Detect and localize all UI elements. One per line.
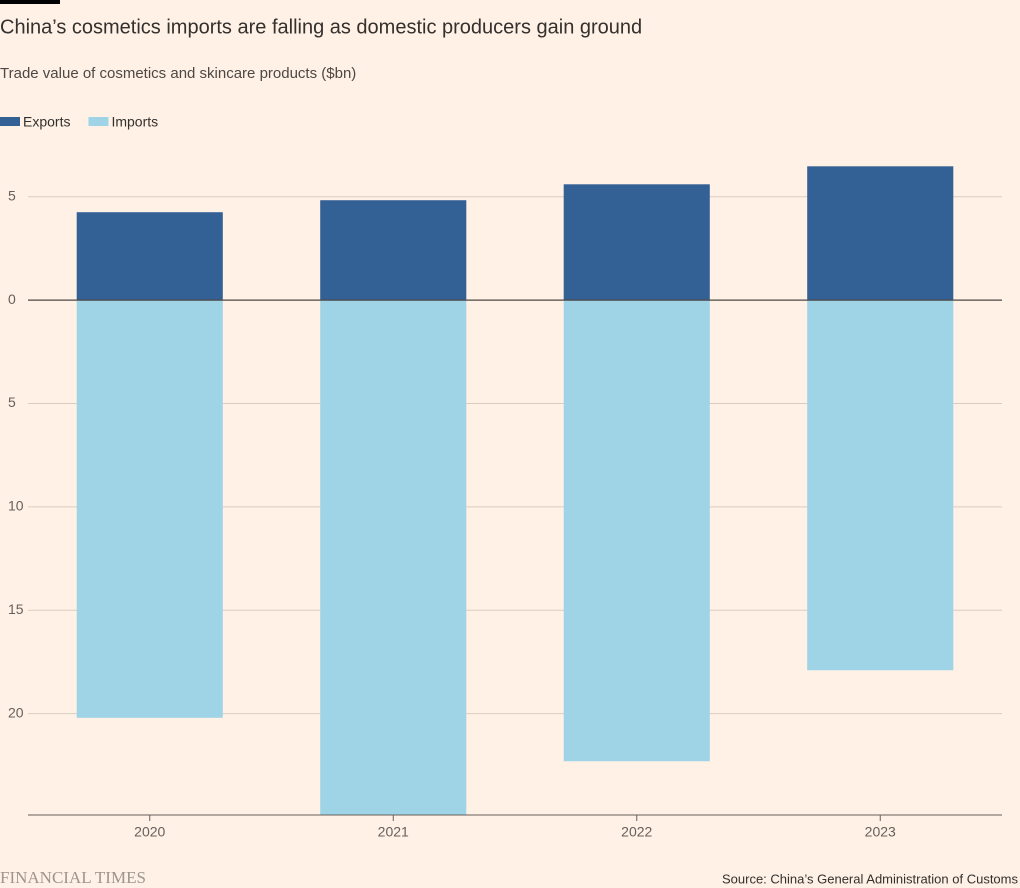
- brand: FINANCIAL TIMES: [0, 868, 146, 887]
- y-tick-label: 5: [8, 394, 16, 410]
- x-tick-label: 2020: [134, 824, 165, 840]
- bar: [563, 184, 710, 301]
- brand-bar: [0, 0, 60, 4]
- x-tick-label: 2022: [621, 824, 652, 840]
- legend-swatch: [88, 117, 109, 126]
- y-tick-label: 15: [8, 601, 24, 617]
- bar: [807, 166, 954, 301]
- legend-swatch: [0, 117, 20, 126]
- bar: [76, 300, 223, 718]
- bar: [807, 300, 954, 671]
- source: Source: China’s General Administration o…: [722, 871, 1019, 886]
- y-tick-label: 20: [8, 704, 24, 720]
- bar: [563, 300, 710, 762]
- x-tick-label: 2021: [378, 824, 409, 840]
- chart-title: China’s cosmetics imports are falling as…: [0, 16, 642, 38]
- bar: [320, 200, 467, 301]
- legend-label: Imports: [111, 114, 158, 130]
- x-tick-label: 2023: [865, 824, 896, 840]
- y-tick-label: 0: [8, 291, 16, 307]
- chart-subtitle: Trade value of cosmetics and skincare pr…: [0, 65, 356, 82]
- bar: [76, 212, 223, 301]
- y-tick-label: 10: [8, 498, 24, 514]
- bar: [320, 300, 467, 815]
- y-tick-label: 5: [8, 187, 16, 203]
- legend-label: Exports: [23, 114, 70, 130]
